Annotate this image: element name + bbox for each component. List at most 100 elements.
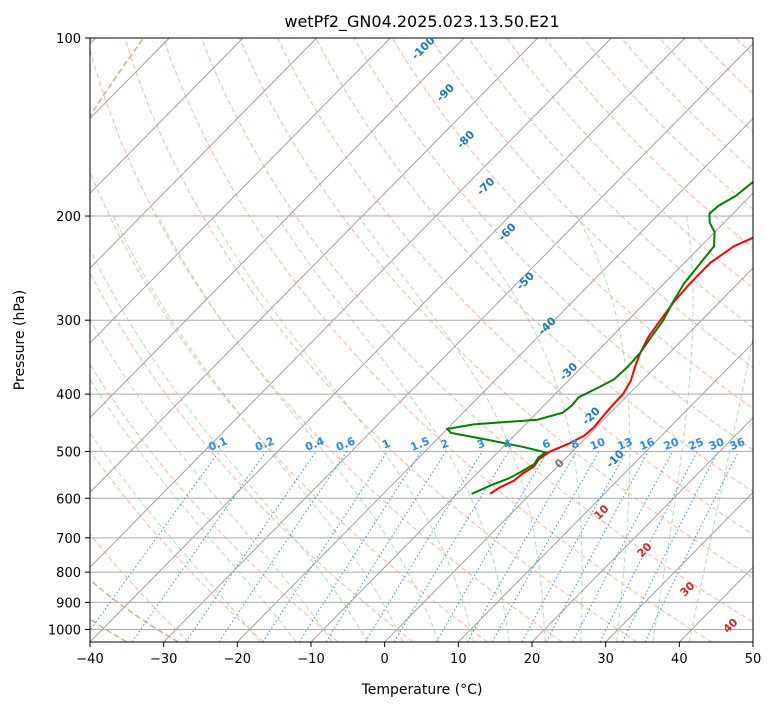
- dry-adiabat-line: [353, 38, 753, 451]
- isotherm-line: [458, 342, 753, 642]
- dry-adiabat-line: [697, 38, 753, 95]
- isotherm-line: [531, 416, 753, 642]
- x-axis-label: Temperature (°C): [361, 682, 483, 698]
- mixing-ratio-line: [435, 451, 549, 642]
- isotherm-line: [90, 38, 538, 494]
- mixing-ratio-line: [393, 451, 510, 642]
- isotherm-line: [310, 192, 753, 642]
- mixing-ratio-label: 36: [728, 435, 747, 453]
- isotherm-line: [90, 38, 391, 344]
- red-label: 10: [592, 502, 612, 522]
- mixing-ratio-label: 25: [687, 435, 706, 453]
- x-tick-label: 20: [524, 652, 541, 667]
- mixing-ratio-line: [521, 451, 627, 642]
- y-tick-label: 400: [56, 388, 81, 403]
- dry-adiabat-line: [90, 48, 563, 642]
- plot-area: [89, 37, 754, 643]
- moist-adiabat-line: [652, 215, 694, 642]
- saturation-label: -30: [557, 360, 580, 383]
- mixing-ratio-line: [467, 451, 577, 642]
- red-labels: 10 20 30 40: [592, 502, 741, 636]
- y-tick-label: 100: [56, 32, 81, 47]
- x-tick-label: 30: [597, 652, 614, 667]
- dry-adiabat-line: [90, 533, 190, 642]
- dry-adiabat-line: [391, 38, 753, 410]
- red-label: 40: [721, 616, 741, 636]
- x-tick-label: −20: [224, 652, 251, 667]
- x-tick-label: 40: [671, 652, 688, 667]
- red-label: 30: [678, 579, 698, 599]
- moist-adiabat-line: [90, 431, 261, 642]
- dry-adiabat-line: [277, 38, 753, 536]
- moist-adiabat-line: [90, 318, 333, 642]
- plot-frame: [89, 37, 754, 643]
- x-axis: −40 −30 −20 −10 0 10 20 30 40 50: [76, 642, 761, 667]
- dewpoint-line: [445, 180, 753, 495]
- dry-adiabat-line: [90, 450, 264, 642]
- saturation-label: -80: [454, 128, 477, 151]
- moist-adiabat-line: [112, 215, 404, 642]
- moist-adiabat-line: [276, 215, 510, 642]
- mixing-ratio-line: [262, 451, 388, 642]
- dry-adiabat-line: [90, 271, 414, 642]
- isotherm-line: [90, 38, 686, 642]
- mixing-ratio-line: [298, 451, 422, 642]
- mixing-ratio-line: [364, 451, 483, 642]
- isotherm-line: [90, 38, 612, 568]
- mixing-ratio-line: [325, 451, 447, 642]
- y-tick-label: 200: [56, 210, 81, 225]
- isotherm-line: [605, 491, 753, 642]
- temperature-line: [489, 236, 753, 495]
- mixing-ratio-label: 16: [638, 435, 657, 453]
- isotherm-line: [384, 267, 753, 642]
- mixing-ratio-label: 8: [569, 437, 581, 452]
- y-axis: 1000 900 800 700 600 500 400 300 200 100: [48, 32, 90, 638]
- moist-adiabat-line: [688, 335, 753, 642]
- isotherm-line: [90, 38, 244, 194]
- mixing-ratio-label: 6: [540, 437, 552, 452]
- x-tick-label: 0: [381, 652, 389, 667]
- x-tick-label: −10: [297, 652, 324, 667]
- sounding-series: [445, 180, 753, 495]
- red-label: 20: [635, 540, 655, 560]
- mixing-ratio-line: [621, 451, 719, 642]
- mixing-ratio-label: 10: [588, 435, 607, 453]
- x-tick-label: 10: [450, 652, 467, 667]
- isotherm-line: [679, 566, 753, 642]
- moist-adiabat-line: [357, 215, 546, 642]
- dry-adiabat-line: [659, 38, 753, 133]
- mixing-ratio-label: 20: [662, 435, 681, 453]
- mixing-ratio-label: 1: [380, 437, 392, 452]
- dry-adiabat-line: [582, 38, 753, 210]
- dry-adiabat-line: [90, 170, 488, 642]
- y-tick-label: 300: [56, 314, 81, 329]
- x-tick-label: −40: [76, 652, 103, 667]
- moist-adiabat-line: [576, 215, 631, 642]
- y-tick-label: 900: [56, 596, 81, 611]
- isotherm-line: [90, 38, 465, 419]
- mixing-ratio-line: [599, 451, 698, 642]
- mixing-ratio-label: 2: [439, 437, 451, 452]
- dry-adiabat-line: [200, 38, 753, 623]
- y-tick-label: 500: [56, 445, 81, 460]
- dry-adiabat-line: [124, 38, 638, 642]
- isotherm-line: [752, 641, 753, 642]
- mixing-ratio-line: [218, 451, 348, 642]
- mixing-ratio-line: [491, 451, 600, 642]
- y-tick-label: 600: [56, 492, 81, 507]
- mixing-ratio-label: 3: [475, 437, 487, 452]
- mixing-ratio-line: [131, 451, 267, 642]
- mixing-ratio-label: 30: [707, 435, 726, 453]
- x-tick-label: 50: [745, 652, 762, 667]
- dry-adiabat-line: [315, 38, 753, 493]
- saturation-label: -60: [496, 220, 519, 243]
- isotherm-line: [163, 43, 753, 642]
- saturation-label: -40: [536, 314, 559, 337]
- dry-adiabat-line: [468, 38, 753, 329]
- mixing-ratio-label: 13: [615, 435, 634, 453]
- dry-adiabat-line: [162, 38, 712, 642]
- mixing-ratio-line: [185, 451, 317, 642]
- moist-adiabat-line: [211, 215, 475, 642]
- reference-curve: [90, 38, 179, 642]
- dry-adiabat-line: [735, 38, 753, 56]
